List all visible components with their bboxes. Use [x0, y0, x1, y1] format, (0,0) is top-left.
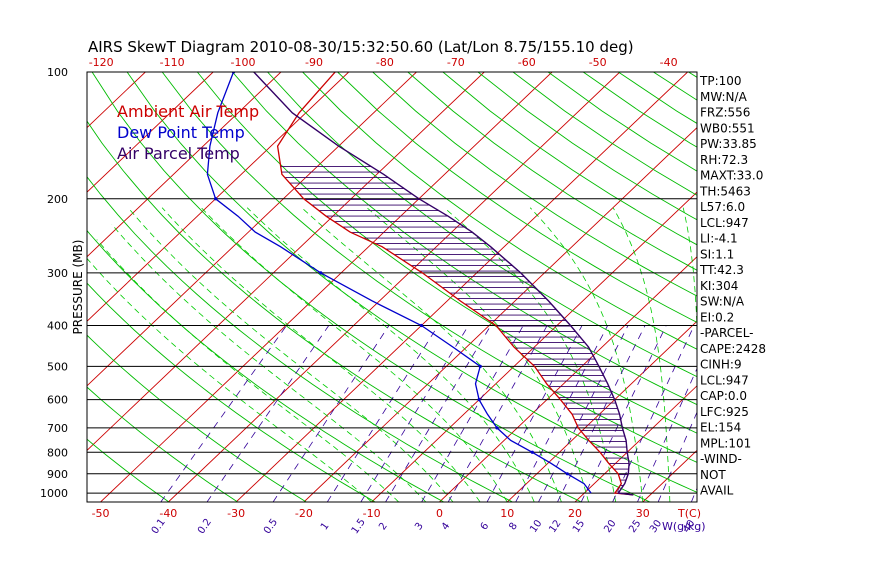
bottom-temp-tick-label: -20 [295, 507, 313, 520]
index-label: LI:-4.1 [700, 232, 738, 246]
pressure-tick-label: 700 [47, 422, 68, 435]
index-label: LFC:925 [700, 405, 749, 419]
dewpoint-marker [531, 451, 534, 454]
pressure-tick-label: 800 [47, 446, 68, 459]
index-label: MAXT:33.0 [700, 169, 763, 183]
index-label: CAP:0.0 [700, 389, 747, 403]
legend-entry: Dew Point Temp [117, 123, 245, 142]
legend-entry: Air Parcel Temp [117, 144, 240, 163]
pressure-tick-label: 500 [47, 360, 68, 373]
index-label: TH:5463 [699, 184, 751, 198]
legend-entry: Ambient Air Temp [117, 102, 259, 121]
y-axis-label: PRESSURE (MB) [71, 240, 85, 335]
chart-title: AIRS SkewT Diagram 2010-08-30/15:32:50.6… [88, 38, 634, 56]
index-label: -WIND- [700, 452, 742, 466]
pressure-tick-label: 600 [47, 394, 68, 407]
top-temp-tick-label: -90 [305, 56, 323, 69]
bottom-temp-tick-label: 30 [636, 507, 650, 520]
index-label: WB0:551 [700, 121, 755, 135]
dewpoint-marker [479, 365, 482, 368]
pressure-tick-label: 400 [47, 320, 68, 333]
pressure-tick-label: 100 [47, 66, 68, 79]
index-label: -PARCEL- [700, 326, 754, 340]
bottom-temp-tick-label: 20 [568, 507, 582, 520]
bottom-temp-tick-label: 10 [500, 507, 514, 520]
pressure-tick-label: 300 [47, 267, 68, 280]
top-temp-tick-label: -60 [518, 56, 536, 69]
dewpoint-marker [420, 324, 423, 327]
index-label: FRZ:556 [700, 106, 750, 120]
top-temp-tick-label: -120 [89, 56, 114, 69]
legend: Ambient Air Temp Dew Point Temp Air Parcel… [117, 102, 259, 163]
bottom-temp-tick-label: -30 [227, 507, 245, 520]
index-label: TT:42.3 [699, 263, 744, 277]
index-label: RH:72.3 [700, 153, 748, 167]
pressure-tick-label: 200 [47, 193, 68, 206]
index-label: CAPE:2428 [700, 342, 766, 356]
dewpoint-marker [214, 197, 217, 200]
index-label: AVAIL [700, 484, 734, 498]
index-label: LCL:947 [700, 216, 749, 230]
index-label: EL:154 [700, 421, 741, 435]
dewpoint-marker [478, 398, 481, 401]
bottom-temp-tick-label: -10 [363, 507, 381, 520]
mixing-ratio-axis-label: W(g/kg) [662, 520, 706, 533]
index-label: TP:100 [699, 74, 742, 88]
dewpoint-marker [566, 472, 569, 475]
index-label: SI:1.1 [700, 247, 734, 261]
index-label: EI:0.2 [700, 310, 734, 324]
bottom-temp-tick-label: 0 [436, 507, 443, 520]
top-temp-tick-label: -110 [160, 56, 185, 69]
dewpoint-marker [495, 426, 498, 429]
index-label: KI:304 [700, 279, 738, 293]
top-temp-tick-label: -80 [376, 56, 394, 69]
index-label: MW:N/A [700, 90, 748, 104]
pressure-tick-label: 1000 [40, 487, 68, 500]
index-label: NOT [700, 468, 726, 482]
top-temp-tick-label: -40 [660, 56, 678, 69]
index-label: MPL:101 [700, 436, 751, 450]
top-temp-tick-label: -100 [231, 56, 256, 69]
index-label: L57:6.0 [700, 200, 745, 214]
dewpoint-marker [319, 271, 322, 274]
index-label: LCL:947 [700, 373, 749, 387]
index-label: SW:N/A [700, 295, 745, 309]
bottom-temp-tick-label: -50 [92, 507, 110, 520]
pressure-tick-label: 900 [47, 468, 68, 481]
top-temp-tick-label: -70 [447, 56, 465, 69]
bottom-temp-tick-label: -40 [159, 507, 177, 520]
top-temp-tick-label: -50 [589, 56, 607, 69]
index-label: CINH:9 [700, 358, 742, 372]
index-label: PW:33.85 [700, 137, 757, 151]
x-axis-label: T(C) [677, 507, 701, 520]
